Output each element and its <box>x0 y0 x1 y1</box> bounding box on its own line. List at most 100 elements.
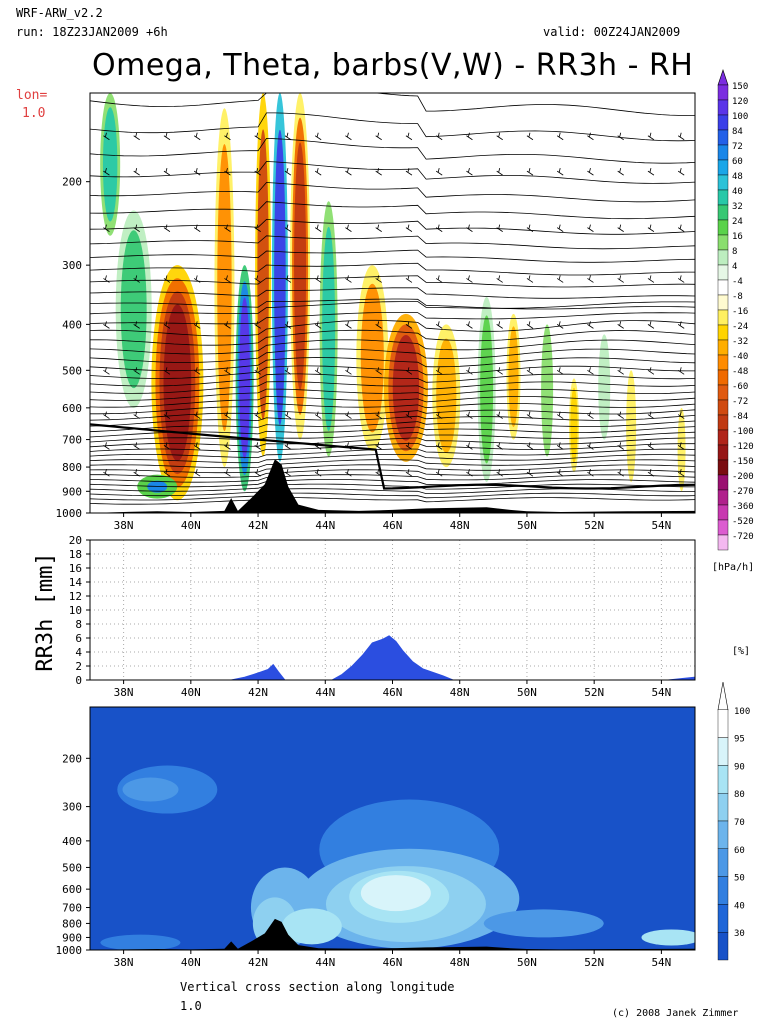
wind-barb <box>435 170 443 176</box>
x-tick-label: 42N <box>248 956 268 969</box>
y-tick-label: 900 <box>62 485 82 498</box>
colorbar-label: -270 <box>732 487 754 497</box>
wind-barb <box>468 411 470 416</box>
wind-barb <box>677 369 685 375</box>
wind-barb <box>135 224 138 229</box>
wind-barb <box>556 471 564 477</box>
wind-barb <box>558 275 561 280</box>
wind-barb <box>647 135 655 141</box>
colorbar-swatch <box>717 534 729 551</box>
wind-barb <box>103 324 110 329</box>
wind-barb <box>163 170 171 176</box>
y-tick-label: 8 <box>75 618 82 631</box>
colorbar-label: -120 <box>732 442 754 452</box>
colorbar-label: 40 <box>734 901 745 911</box>
wind-barb <box>526 471 534 477</box>
wind-barb <box>375 369 382 375</box>
x-tick-label: 54N <box>651 956 671 969</box>
wind-barb <box>256 224 259 229</box>
wind-barb <box>528 168 531 173</box>
wind-barb <box>377 442 380 447</box>
omega-cell <box>480 315 494 464</box>
wind-barb <box>375 135 382 141</box>
wind-barb <box>619 132 622 137</box>
wind-barb <box>135 321 138 326</box>
wind-barb <box>558 411 561 416</box>
wind-barb <box>105 224 107 229</box>
wind-barb <box>649 411 652 416</box>
omega-cell <box>436 338 457 453</box>
wind-barb <box>435 278 443 283</box>
wind-barb <box>133 135 140 141</box>
omega-cell <box>598 334 611 440</box>
colorbar-swatch <box>717 114 729 131</box>
wind-barb <box>105 275 107 280</box>
x-tick-label: 46N <box>383 956 403 969</box>
wind-barb <box>286 275 289 280</box>
wind-barb <box>587 170 594 176</box>
wind-barb <box>316 442 319 447</box>
wind-barb <box>314 324 322 329</box>
colorbar-swatch <box>717 324 729 341</box>
y-tick-label: 4 <box>75 646 82 659</box>
wind-barb <box>435 471 443 477</box>
wind-barb <box>226 275 228 280</box>
wind-barb <box>437 224 440 229</box>
rh-cell <box>360 875 431 912</box>
wind-barb <box>286 224 289 229</box>
wind-barb <box>619 469 622 474</box>
colorbar-swatch <box>717 369 729 386</box>
colorbar-label: 32 <box>732 202 743 212</box>
y-tick-label: 12 <box>69 590 82 603</box>
colorbar-swatch <box>717 129 729 146</box>
wind-barb <box>556 445 564 450</box>
wind-barb <box>314 445 322 450</box>
wind-barb <box>345 369 352 375</box>
wind-barb <box>316 132 319 137</box>
wind-barb <box>526 278 534 283</box>
colorbar-label: 150 <box>732 82 748 92</box>
wind-barb <box>496 135 503 141</box>
wind-barb <box>407 367 410 372</box>
wind-barb <box>347 469 349 474</box>
x-tick-label: 44N <box>315 956 335 969</box>
colorbar-label: 60 <box>732 157 743 167</box>
wind-barb <box>558 321 561 326</box>
wind-barb <box>286 168 289 173</box>
wind-barb <box>195 442 198 447</box>
colorbar-swatch <box>717 459 729 476</box>
colorbar-label: -40 <box>732 352 748 362</box>
wind-barb <box>226 469 228 474</box>
theta-line <box>90 381 695 394</box>
wind-barb <box>375 170 382 176</box>
wind-barb <box>193 471 201 477</box>
wind-barb <box>165 132 168 137</box>
theta-line <box>90 388 695 401</box>
wind-barb <box>619 367 622 372</box>
colorbar-swatch <box>717 99 729 116</box>
wind-barb <box>526 227 534 232</box>
wind-barb <box>254 471 261 477</box>
wind-barb <box>377 168 380 173</box>
y-tick-label: 20 <box>69 534 82 547</box>
wind-barb <box>558 442 561 447</box>
wind-barb <box>405 135 413 141</box>
x-tick-label: 50N <box>517 686 537 699</box>
colorbar-swatch <box>717 279 729 296</box>
colorbar-label: -520 <box>732 517 754 527</box>
wind-barb <box>649 321 652 326</box>
theta-line <box>90 357 695 372</box>
wind-barb <box>193 170 201 176</box>
wind-barb <box>193 414 201 419</box>
wind-barb <box>103 227 110 232</box>
y-tick-label: 200 <box>62 752 82 765</box>
wind-barb <box>254 227 261 232</box>
wind-barb <box>405 369 413 375</box>
wind-barb <box>435 135 443 141</box>
x-tick-label: 40N <box>181 956 201 969</box>
wind-barb <box>526 324 534 329</box>
y-tick-label: 6 <box>75 632 82 645</box>
wind-barb <box>677 227 685 232</box>
wind-barb <box>345 414 352 419</box>
colorbar-label: 70 <box>734 818 745 828</box>
